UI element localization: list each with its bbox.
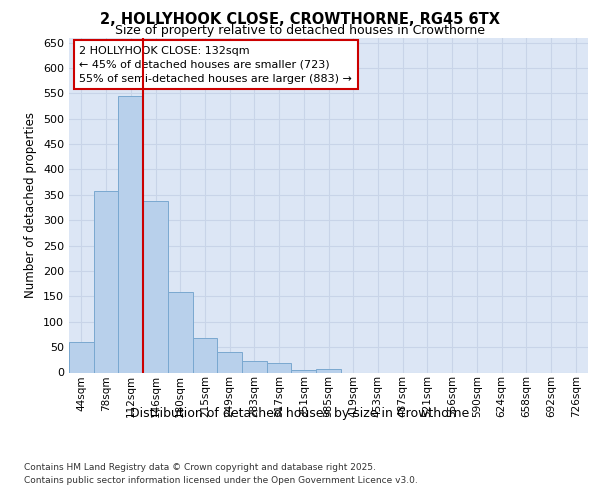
Bar [292,370,316,372]
Y-axis label: Number of detached properties: Number of detached properties [25,112,37,298]
Text: Contains HM Land Registry data © Crown copyright and database right 2025.: Contains HM Land Registry data © Crown c… [24,462,376,471]
Bar [193,338,217,372]
Text: 2, HOLLYHOOK CLOSE, CROWTHORNE, RG45 6TX: 2, HOLLYHOOK CLOSE, CROWTHORNE, RG45 6TX [100,12,500,28]
Bar [168,292,193,372]
Bar [69,342,94,372]
Text: Distribution of detached houses by size in Crowthorne: Distribution of detached houses by size … [130,408,470,420]
Text: Contains public sector information licensed under the Open Government Licence v3: Contains public sector information licen… [24,476,418,485]
Bar [267,364,292,372]
Bar [118,96,143,372]
Bar [242,361,267,372]
Bar [316,369,341,372]
Bar [217,352,242,372]
Bar [94,192,118,372]
Bar [143,201,168,372]
Text: Size of property relative to detached houses in Crowthorne: Size of property relative to detached ho… [115,24,485,37]
Text: 2 HOLLYHOOK CLOSE: 132sqm
← 45% of detached houses are smaller (723)
55% of semi: 2 HOLLYHOOK CLOSE: 132sqm ← 45% of detac… [79,46,352,84]
